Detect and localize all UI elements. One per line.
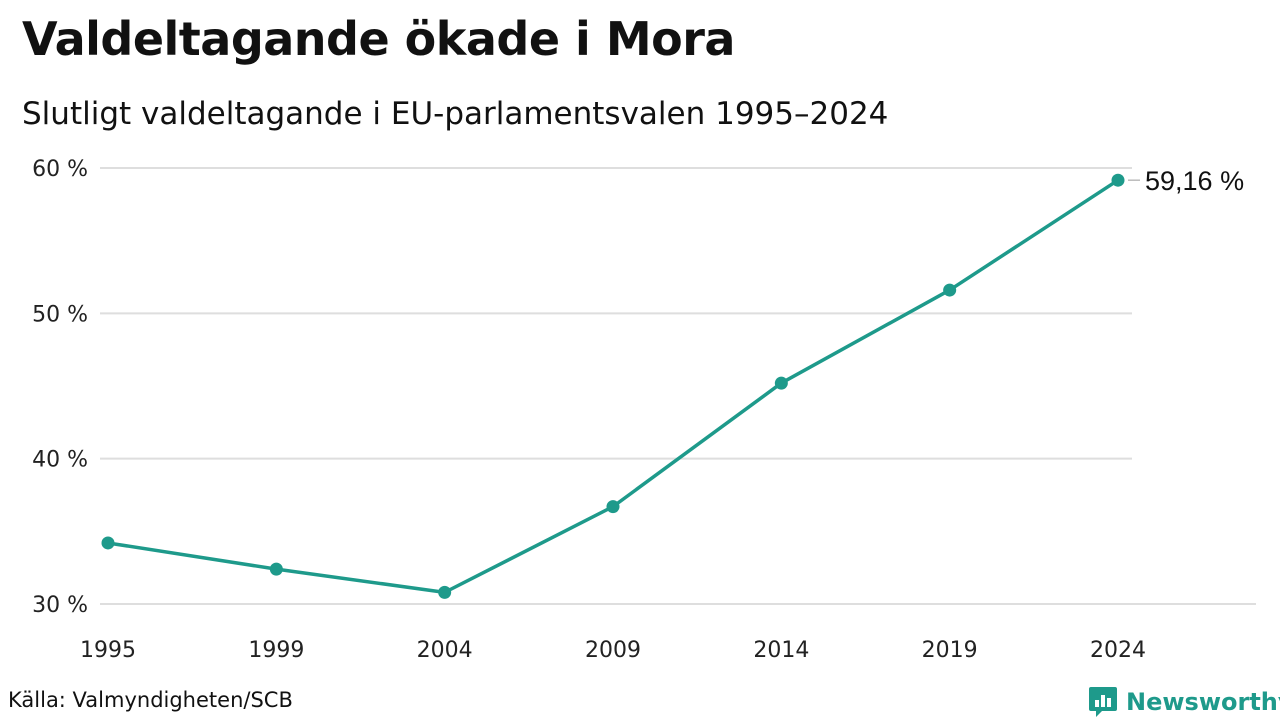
chart-title: Valdeltagande ökade i Mora <box>22 12 735 66</box>
data-point-2014 <box>774 376 788 390</box>
y-axis-labels: 30 % 40 % 50 % 60 % <box>32 157 88 618</box>
y-tick-label-60: 60 % <box>32 157 88 182</box>
x-axis-labels: 1995 1999 2004 2009 2014 2019 2024 <box>80 638 1146 663</box>
brand-name: Newsworthy <box>1126 688 1280 716</box>
end-value-label: 59,16 % <box>1145 166 1244 196</box>
x-tick-label-1999: 1999 <box>248 638 304 663</box>
data-point-2019 <box>943 283 957 297</box>
x-tick-label-1995: 1995 <box>80 638 136 663</box>
x-tick-label-2009: 2009 <box>585 638 641 663</box>
y-tick-label-30: 30 % <box>32 593 88 618</box>
y-tick-label-50: 50 % <box>32 302 88 327</box>
x-tick-label-2004: 2004 <box>417 638 473 663</box>
newsworthy-logo-icon <box>1089 687 1117 717</box>
y-tick-label-40: 40 % <box>32 448 88 473</box>
gridlines <box>100 167 1256 605</box>
source-note: Källa: Valmyndigheten/SCB <box>8 688 293 712</box>
annotations: 59,16 % <box>1128 166 1244 196</box>
x-tick-label-2014: 2014 <box>753 638 809 663</box>
line-chart: 30 % 40 % 50 % 60 % 1995 1999 2004 2009 2014 201… <box>32 157 1256 663</box>
x-tick-label-2024: 2024 <box>1090 638 1146 663</box>
data-point-2024 <box>1111 173 1125 187</box>
series-turnout <box>101 173 1125 599</box>
data-point-1995 <box>101 536 115 550</box>
data-point-2004 <box>438 585 452 599</box>
x-tick-label-2019: 2019 <box>922 638 978 663</box>
series-line <box>106 178 1120 595</box>
chart-subtitle: Slutligt valdeltagande i EU-parlamentsva… <box>22 96 889 132</box>
data-point-2009 <box>606 500 620 514</box>
data-point-1999 <box>269 562 283 576</box>
brand-logo: Newsworthy <box>1088 684 1280 720</box>
